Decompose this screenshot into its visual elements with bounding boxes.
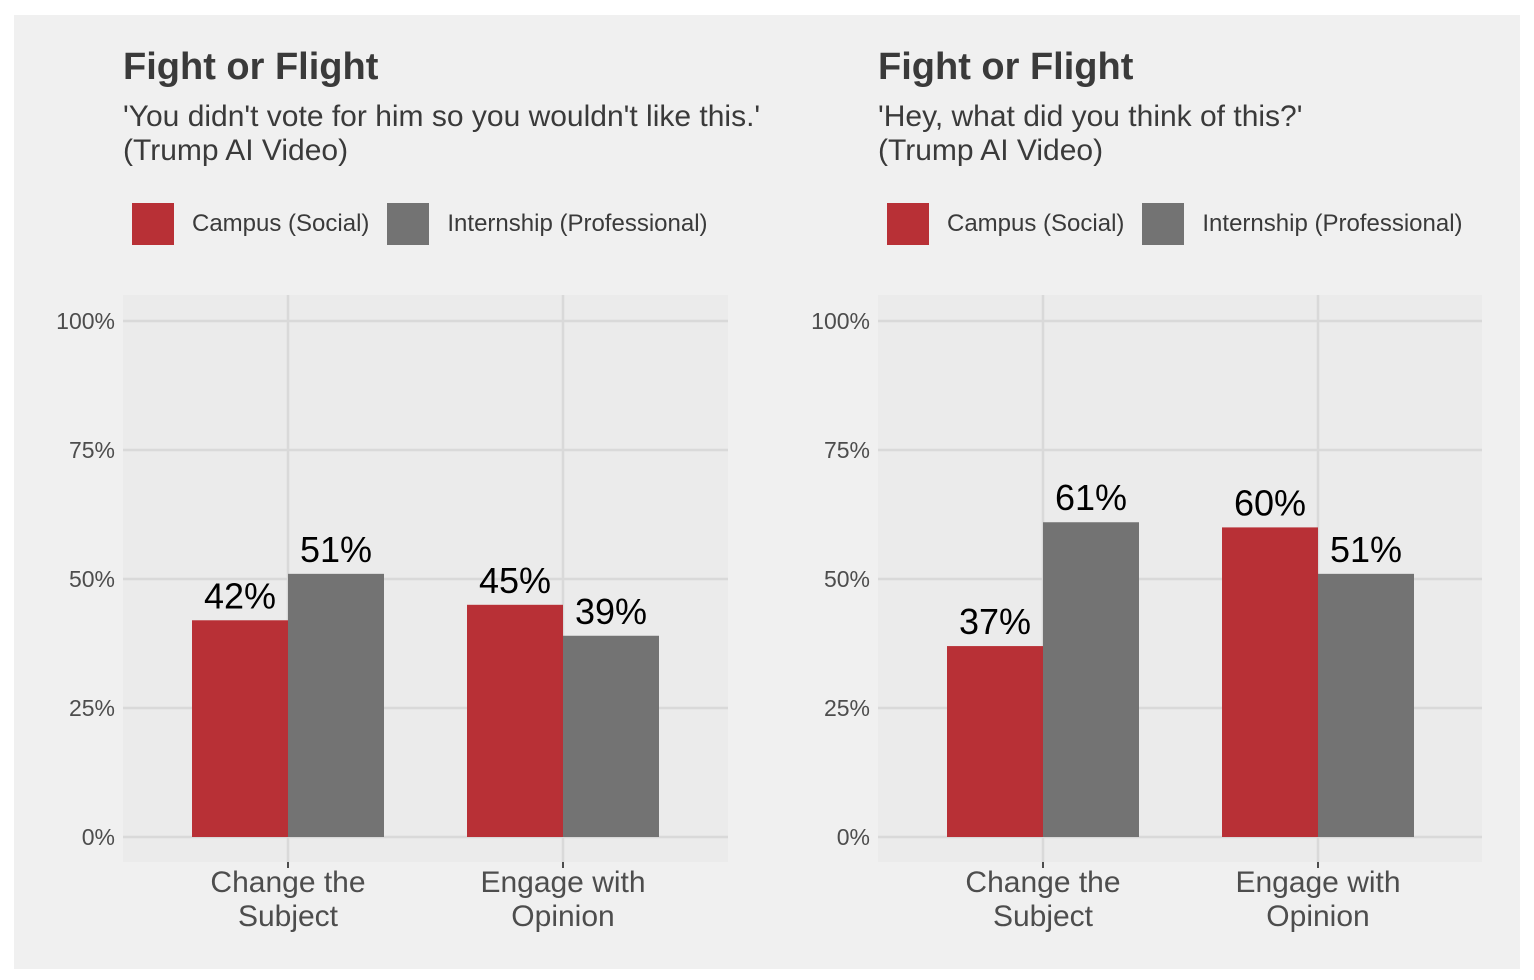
legend-label-internship: Internship (Professional) bbox=[1202, 210, 1463, 237]
bar-internship bbox=[1318, 573, 1414, 837]
y-tick-label: 25% bbox=[69, 695, 115, 721]
x-category-label: Engage with bbox=[480, 866, 645, 899]
legend-swatch-campus bbox=[132, 203, 174, 245]
x-category-label: Subject bbox=[993, 900, 1094, 933]
bar-internship bbox=[1043, 522, 1139, 837]
bar-value-label: 51% bbox=[1330, 529, 1402, 570]
bar-value-label: 60% bbox=[1234, 482, 1306, 523]
bar-value-label: 45% bbox=[479, 560, 551, 601]
x-category-label: Engage with bbox=[1235, 866, 1400, 899]
legend-item-internship: Internship (Professional) bbox=[1142, 203, 1463, 245]
right-chart-subtitle-line-2: (Trump AI Video) bbox=[878, 134, 1104, 167]
bar-campus bbox=[1222, 527, 1318, 837]
bar-value-label: 37% bbox=[959, 601, 1031, 642]
x-category-label: Change the bbox=[210, 866, 365, 899]
left-chart-plot: 0% 25% 50% 75% 100% 42% 45% 51% 39% Change theSub… bbox=[56, 295, 728, 933]
bar-value-label: 61% bbox=[1055, 477, 1127, 518]
bar-value-label: 39% bbox=[575, 591, 647, 632]
y-tick-label: 25% bbox=[824, 695, 870, 721]
bar-campus bbox=[467, 604, 563, 837]
left-chart-legend: Campus (Social) Internship (Professional… bbox=[132, 203, 726, 245]
x-category-label: Change the bbox=[965, 866, 1120, 899]
y-tick-label: 0% bbox=[837, 824, 870, 850]
y-tick-label: 100% bbox=[811, 308, 870, 334]
y-tick-label: 50% bbox=[824, 566, 870, 592]
bar-campus bbox=[947, 646, 1043, 837]
bar-internship bbox=[563, 635, 659, 837]
legend-swatch-internship bbox=[1142, 203, 1185, 245]
left-chart-subtitle-line-1: 'You didn't vote for him so you wouldn't… bbox=[123, 100, 761, 133]
legend-item-internship: Internship (Professional) bbox=[387, 203, 708, 245]
y-tick-label: 100% bbox=[56, 308, 115, 334]
y-tick-label: 0% bbox=[82, 824, 115, 850]
left-chart-subtitle-line-2: (Trump AI Video) bbox=[123, 134, 349, 167]
legend-label-campus: Campus (Social) bbox=[947, 210, 1125, 237]
legend-item-campus: Campus (Social) bbox=[132, 203, 369, 245]
bar-internship bbox=[288, 573, 384, 837]
y-tick-label: 75% bbox=[69, 437, 115, 463]
legend-swatch-campus bbox=[887, 203, 929, 245]
bar-value-label: 42% bbox=[204, 575, 276, 616]
bar-value-label: 51% bbox=[300, 529, 372, 570]
x-category-label: Opinion bbox=[511, 900, 614, 933]
x-category-label: Opinion bbox=[1266, 900, 1369, 933]
right-chart-legend: Campus (Social) Internship (Professional… bbox=[887, 203, 1481, 245]
left-chart-title: Fight or Flight bbox=[123, 46, 379, 88]
y-tick-label: 50% bbox=[69, 566, 115, 592]
x-category-label: Subject bbox=[238, 900, 339, 933]
y-tick-label: 75% bbox=[824, 437, 870, 463]
right-chart-subtitle-line-1: 'Hey, what did you think of this?' bbox=[878, 100, 1303, 133]
right-chart-plot: 0% 25% 50% 75% 100% 37% 60% 61% 51% Change theSub… bbox=[811, 295, 1482, 933]
legend-swatch-internship bbox=[387, 203, 430, 245]
legend-label-internship: Internship (Professional) bbox=[447, 210, 708, 237]
right-chart-title: Fight or Flight bbox=[878, 46, 1134, 88]
bar-campus bbox=[192, 620, 288, 837]
legend-label-campus: Campus (Social) bbox=[192, 210, 370, 237]
legend-item-campus: Campus (Social) bbox=[887, 203, 1124, 245]
